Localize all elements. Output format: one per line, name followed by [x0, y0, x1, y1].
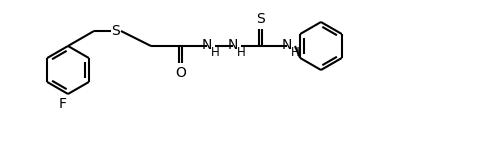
- Text: O: O: [176, 66, 186, 80]
- Text: S: S: [112, 24, 121, 38]
- Text: F: F: [59, 97, 67, 111]
- Text: S: S: [256, 12, 265, 26]
- Text: H: H: [211, 47, 219, 59]
- Text: H: H: [237, 47, 246, 59]
- Text: N: N: [282, 38, 292, 52]
- Text: H: H: [291, 47, 300, 59]
- Text: N: N: [202, 38, 212, 52]
- Text: N: N: [228, 38, 238, 52]
